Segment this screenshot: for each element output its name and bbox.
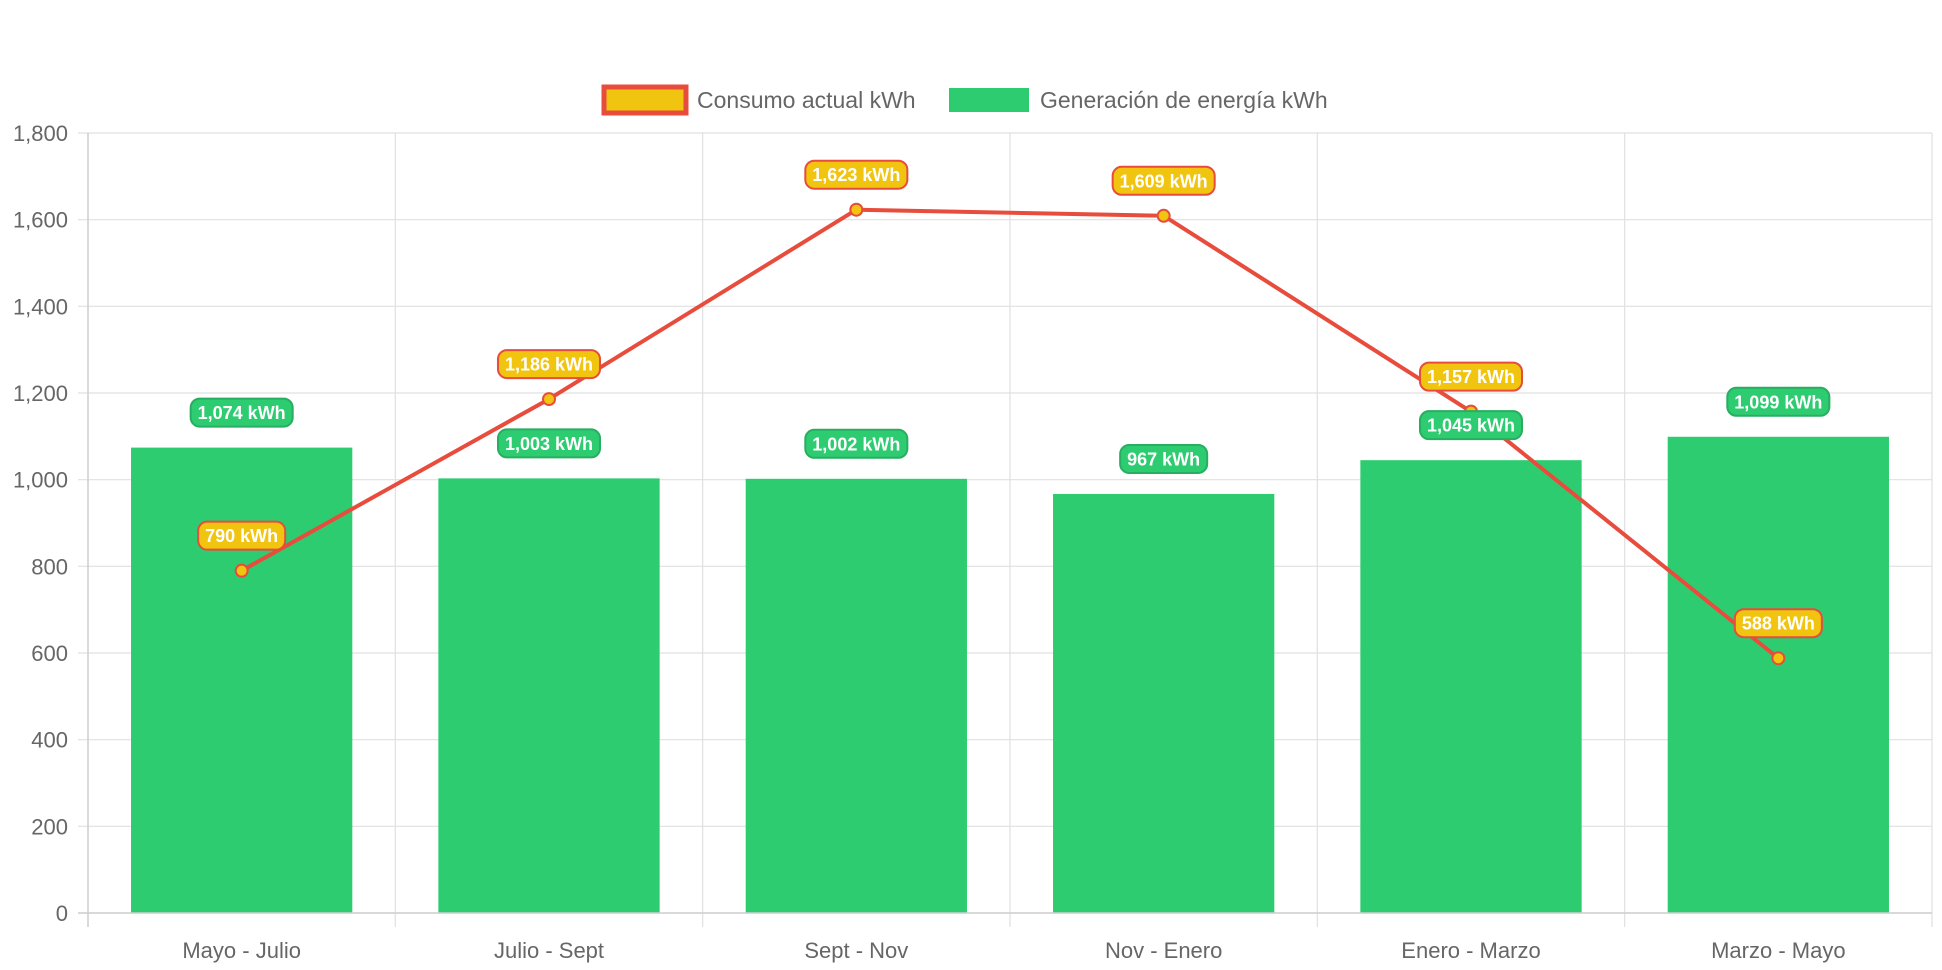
x-tick-label: Enero - Marzo [1401, 938, 1540, 963]
generation-data-labels: 1,074 kWh 1,003 kWh 1,002 kWh 967 kWh 1,045 … [189, 386, 1831, 474]
generation-data-label-badge [1726, 386, 1831, 417]
y-tick-label: 600 [31, 641, 68, 666]
generation-bars [131, 436, 1889, 913]
consumption-data-label: 1,609 kWh [1120, 171, 1208, 191]
y-axis: 0 200 400 600 800 1,000 1,200 1,400 1,600 1,800 [13, 121, 89, 927]
y-tick-label: 800 [31, 554, 68, 579]
consumption-data-label-badge [1418, 361, 1524, 392]
y-tick-label: 1,400 [13, 294, 68, 319]
consumption-data-label-badge [804, 159, 909, 190]
y-tick-label: 400 [31, 728, 68, 753]
y-tick-label: 200 [31, 814, 68, 839]
generation-bar [745, 478, 967, 913]
consumption-data-label-badge [1111, 165, 1216, 196]
legend-swatch-generacion [949, 88, 1029, 112]
x-tick-label: Julio - Sept [494, 938, 604, 963]
generation-data-label-badge [1418, 410, 1524, 441]
generation-bar [1360, 460, 1582, 913]
consumption-point [234, 563, 249, 578]
consumption-data-labels: 790 kWh 1,186 kWh 1,623 kWh 1,609 kWh 1,157 … [197, 159, 1823, 639]
legend-item-consumo[interactable]: Consumo actual kWh [601, 84, 916, 116]
consumption-line-path [240, 207, 1780, 660]
y-tick-label: 1,600 [13, 208, 68, 233]
x-axis: Mayo - Julio Julio - Sept Sept - Nov Nov - … [78, 912, 1932, 963]
consumption-line [234, 202, 1786, 666]
generation-data-label: 1,003 kWh [505, 434, 593, 454]
consumption-point [542, 392, 556, 407]
y-tick-label: 1,800 [13, 121, 68, 146]
y-tick-label: 0 [56, 901, 68, 926]
generation-data-label: 1,045 kWh [1427, 416, 1515, 436]
y-tick-label: 1,200 [13, 381, 68, 406]
consumption-data-label: 588 kWh [1742, 614, 1815, 634]
generation-data-label-badge [1119, 443, 1209, 474]
y-tick-label: 1,000 [13, 468, 68, 493]
generation-data-label: 1,002 kWh [812, 434, 900, 454]
consumption-point [1156, 208, 1171, 223]
grid-lines [78, 132, 1933, 927]
legend: Consumo actual kWh Generación de energía… [601, 84, 1328, 116]
generation-data-label-badge [804, 428, 909, 459]
consumption-data-label-badge [197, 520, 287, 551]
generation-bar [1667, 436, 1889, 913]
consumption-point [849, 202, 864, 217]
generation-data-label: 1,074 kWh [198, 403, 286, 423]
consumption-data-label: 1,186 kWh [505, 355, 593, 375]
consumption-data-label: 790 kWh [205, 526, 278, 546]
consumption-data-label: 1,623 kWh [812, 165, 900, 185]
generation-data-label: 967 kWh [1127, 449, 1200, 469]
legend-label-consumo: Consumo actual kWh [697, 87, 916, 113]
generation-bar [1053, 493, 1275, 913]
legend-swatch-consumo [601, 84, 689, 116]
x-tick-label: Sept - Nov [804, 938, 908, 963]
generation-bar [131, 447, 353, 913]
consumption-data-label: 1,157 kWh [1427, 367, 1515, 387]
generation-data-label-badge [496, 428, 602, 459]
legend-label-generacion: Generación de energía kWh [1040, 87, 1328, 113]
consumption-data-label-badge [496, 349, 602, 380]
consumption-data-label-badge [1733, 608, 1823, 639]
x-tick-label: Marzo - Mayo [1711, 938, 1845, 963]
x-tick-label: Nov - Enero [1105, 938, 1222, 963]
generation-bar [438, 478, 660, 913]
x-tick-label: Mayo - Julio [182, 938, 301, 963]
generation-data-label: 1,099 kWh [1734, 392, 1822, 412]
generation-data-label-badge [189, 397, 294, 428]
legend-item-generacion[interactable]: Generación de energía kWh [949, 87, 1328, 113]
consumption-point [1771, 651, 1786, 666]
